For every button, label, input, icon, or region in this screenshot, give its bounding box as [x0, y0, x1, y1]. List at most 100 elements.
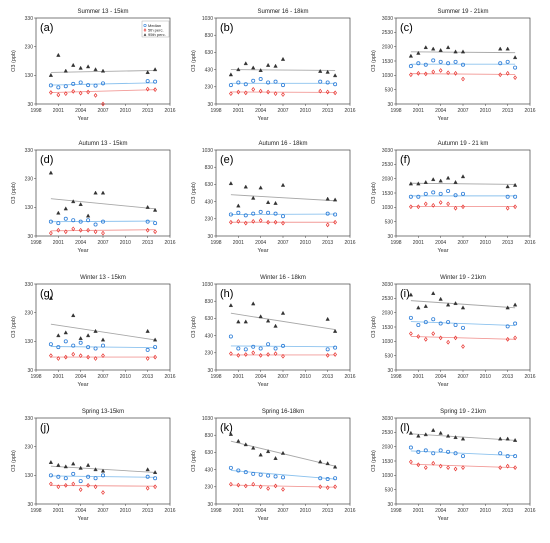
point-median: [78, 80, 83, 85]
point-p95: [431, 427, 436, 432]
point-median: [243, 470, 248, 475]
point-median: [461, 62, 466, 67]
x-tick-label: 2001: [233, 108, 244, 114]
point-median: [48, 342, 53, 347]
legend-box: [141, 20, 170, 38]
y-tick-label: 230: [25, 444, 34, 450]
point-median: [243, 347, 248, 352]
point-p95: [505, 305, 510, 310]
legend-marker: [143, 33, 147, 36]
trend-line-p95: [410, 300, 516, 309]
point-median: [333, 345, 338, 350]
point-median: [71, 81, 76, 86]
point-p95: [71, 313, 76, 318]
point-median: [266, 80, 271, 85]
point-p95: [236, 438, 241, 443]
point-median: [281, 83, 286, 88]
point-p5: [101, 101, 105, 107]
y-tick-label: 830: [205, 433, 214, 439]
point-p5: [71, 351, 76, 357]
x-tick-label: 2013: [502, 508, 513, 514]
point-median: [258, 346, 263, 351]
x-tick-label: 2010: [300, 240, 311, 246]
point-p95: [152, 337, 158, 342]
chart-svg: Autumn 19 - 21 km 30 530 1030 1530 2030 2530 30…: [371, 141, 536, 254]
point-p5: [416, 462, 421, 468]
point-p95: [63, 330, 68, 335]
point-median: [281, 475, 286, 480]
panel-label: (b): [220, 22, 233, 34]
point-p95: [280, 450, 286, 455]
x-tick-label: 2013: [142, 374, 153, 380]
chart-panel: Autumn 19 - 21 km 30 530 1030 1530 2030 2530 30…: [368, 136, 540, 268]
point-p5: [71, 481, 76, 487]
point-median: [56, 474, 61, 479]
point-p5: [236, 353, 241, 358]
x-tick-label: 2001: [233, 240, 244, 246]
point-median: [273, 346, 278, 351]
point-median: [78, 219, 83, 224]
x-tick-label: 2010: [120, 108, 131, 114]
x-tick-label: 2007: [97, 108, 108, 114]
y-tick-label: 430: [205, 467, 214, 473]
point-p5: [71, 89, 76, 94]
y-tick-label: 1530: [382, 325, 393, 331]
point-p95: [56, 333, 61, 338]
chart-svg: Autumn 16 - 18km 30 230 430 630 830 1030 1998 20…: [191, 141, 356, 254]
point-p5: [505, 463, 510, 469]
plot-frame: [395, 417, 531, 505]
point-median: [281, 343, 286, 348]
x-tick-label: 2004: [435, 508, 446, 514]
point-p95: [100, 68, 106, 73]
point-p5: [86, 354, 90, 360]
y-axis-label: O3 (ppb): [191, 50, 197, 72]
x-tick-label: 2007: [97, 374, 108, 380]
trend-line-p95: [230, 194, 336, 202]
x-tick-label: 2001: [413, 240, 424, 246]
point-p5: [409, 459, 413, 465]
trend-line-p5: [50, 484, 156, 487]
panel-label: (h): [220, 288, 233, 300]
point-median: [258, 209, 263, 214]
x-tick-label: 1998: [390, 508, 401, 514]
point-p5: [461, 465, 465, 470]
point-median: [71, 218, 76, 223]
x-tick-label: 2004: [255, 508, 266, 514]
chart-panel: Spring 16-18km 30 230 430 630 830 1030 1998 2001…: [188, 404, 360, 536]
point-median: [453, 193, 458, 198]
point-median: [228, 212, 233, 217]
y-axis-label: O3 (ppb): [191, 182, 197, 204]
point-p95: [408, 181, 414, 186]
y-tick-label: 3030: [382, 416, 393, 422]
trend-line-p5: [410, 336, 516, 340]
point-p5: [153, 484, 157, 490]
x-tick-label: 2004: [255, 108, 266, 114]
point-p95: [100, 337, 106, 342]
y-axis-label: O3 (ppb): [191, 450, 197, 472]
x-tick-label: 2016: [524, 240, 535, 246]
point-median: [438, 448, 443, 453]
point-p95: [85, 213, 91, 218]
point-median: [63, 216, 68, 221]
x-axis-label: Year: [77, 116, 88, 122]
point-median: [93, 476, 98, 481]
y-tick-label: 30: [27, 102, 33, 108]
point-median: [251, 211, 256, 216]
point-p95: [445, 433, 451, 438]
point-median: [71, 471, 76, 476]
point-median: [236, 346, 241, 351]
point-p95: [56, 210, 61, 215]
x-tick-label: 2007: [97, 240, 108, 246]
x-tick-label: 2016: [524, 374, 535, 380]
point-p5: [258, 353, 263, 358]
point-p5: [56, 484, 61, 490]
y-axis-label: O3 (ppb): [371, 50, 377, 72]
y-tick-label: 230: [25, 176, 34, 182]
x-axis-label: Year: [437, 248, 448, 254]
point-p5: [461, 204, 465, 210]
point-p5: [281, 92, 285, 97]
point-p95: [445, 302, 451, 307]
point-p95: [145, 70, 150, 74]
point-p95: [236, 319, 241, 324]
point-median: [446, 61, 451, 66]
